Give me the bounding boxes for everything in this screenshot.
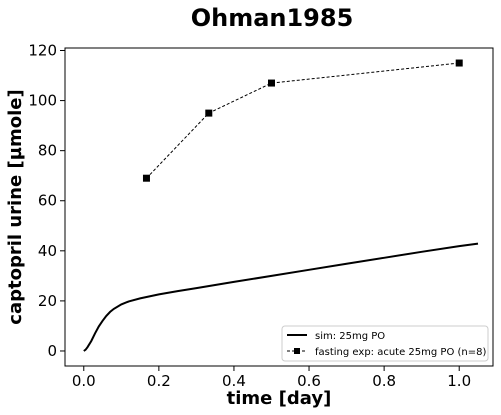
y-tick-label: 60 <box>38 192 57 210</box>
series-line-1 <box>146 62 460 179</box>
data-point <box>142 174 150 182</box>
legend-frame <box>281 325 489 362</box>
legend-sim-label: sim: 25mg PO <box>315 331 385 342</box>
x-tick-label: 0.8 <box>372 372 396 390</box>
y-tick-label: 80 <box>38 142 57 160</box>
plot-area <box>83 59 479 352</box>
x-axis-ticks: 0.0 0.2 0.4 0.6 0.8 1.0 <box>72 366 471 390</box>
data-point <box>205 109 213 117</box>
y-tick-label: 120 <box>28 42 57 60</box>
y-tick-label: 20 <box>38 292 57 310</box>
y-axis-ticks: 0 20 40 60 80 100 120 <box>28 42 65 360</box>
x-tick-label: 0.4 <box>222 372 246 390</box>
legend-exp-label: fasting exp: acute 25mg PO (n=8) <box>315 347 486 358</box>
series-line-0 <box>83 242 479 352</box>
x-axis-label: time [day] <box>227 388 332 409</box>
y-axis-label: captopril urine [µmole] <box>5 89 26 324</box>
y-tick-label: 100 <box>28 92 57 110</box>
y-tick-label: 40 <box>38 242 57 260</box>
plot-frame <box>64 47 494 367</box>
y-tick-label: 0 <box>47 342 57 360</box>
data-point <box>267 79 275 87</box>
chart-title: Ohman1985 <box>191 4 354 32</box>
legend-exp-marker <box>294 348 300 354</box>
data-point <box>455 59 463 67</box>
x-tick-label: 0.6 <box>297 372 321 390</box>
legend: sim: 25mg PO fasting exp: acute 25mg PO … <box>281 325 489 362</box>
x-tick-label: 0.2 <box>147 372 171 390</box>
x-tick-label: 1.0 <box>447 372 471 390</box>
x-tick-label: 0.0 <box>72 372 96 390</box>
